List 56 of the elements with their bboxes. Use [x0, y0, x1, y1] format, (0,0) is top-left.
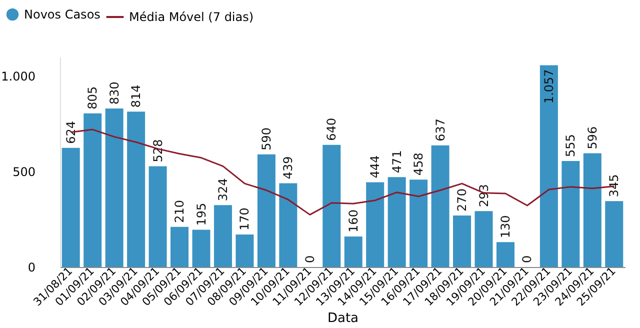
bar — [605, 201, 624, 267]
data-label: 160 — [346, 210, 360, 232]
data-label: 590 — [259, 127, 274, 150]
data-label: 830 — [107, 82, 122, 105]
bar — [583, 153, 602, 267]
bar — [127, 112, 146, 267]
data-label: 814 — [129, 84, 144, 108]
data-label: 293 — [476, 184, 491, 208]
data-label: 210 — [172, 200, 187, 223]
y-tick-label: 0 — [28, 260, 36, 274]
data-label: 637 — [433, 118, 448, 142]
bar — [496, 242, 514, 267]
data-label: 528 — [150, 139, 165, 162]
bar — [322, 144, 341, 267]
data-label: 640 — [324, 118, 339, 141]
bar — [148, 166, 167, 267]
bar — [170, 226, 189, 267]
data-label: 471 — [390, 150, 404, 174]
bar — [257, 154, 276, 267]
data-label: 345 — [607, 174, 622, 198]
y-tick-label: 1.000 — [1, 70, 36, 84]
data-label: 444 — [368, 155, 382, 178]
data-label: 1.057 — [542, 69, 556, 104]
bar — [105, 108, 124, 267]
data-label: 805 — [86, 86, 100, 110]
bar — [388, 177, 406, 267]
data-label: 130 — [498, 215, 512, 238]
data-label: 555 — [564, 134, 578, 158]
data-label: 439 — [281, 156, 296, 180]
bar — [540, 65, 558, 267]
bar — [62, 148, 80, 267]
bar — [431, 145, 450, 267]
data-label: 624 — [64, 120, 78, 144]
bar — [214, 205, 232, 267]
bar — [279, 183, 298, 267]
legend-label: Média Móvel (7 dias) — [129, 10, 254, 24]
y-tick-label: 500 — [12, 165, 36, 180]
x-axis-title: Data — [327, 310, 359, 326]
legend-label: Novos Casos — [24, 8, 100, 22]
bar — [192, 230, 210, 267]
data-label: 0 — [520, 255, 534, 263]
bar — [344, 236, 362, 267]
bar — [236, 234, 254, 267]
bar — [410, 180, 428, 267]
bar — [474, 211, 493, 267]
bar — [84, 113, 102, 267]
bar — [453, 215, 472, 267]
data-label: 170 — [238, 208, 252, 231]
data-label: 0 — [302, 255, 317, 263]
data-label: 458 — [412, 152, 426, 176]
data-label: 324 — [216, 178, 230, 202]
data-label: 270 — [455, 188, 470, 212]
bar — [562, 161, 580, 267]
bar — [366, 182, 384, 267]
data-label: 195 — [194, 202, 208, 226]
data-label: 596 — [585, 126, 600, 150]
